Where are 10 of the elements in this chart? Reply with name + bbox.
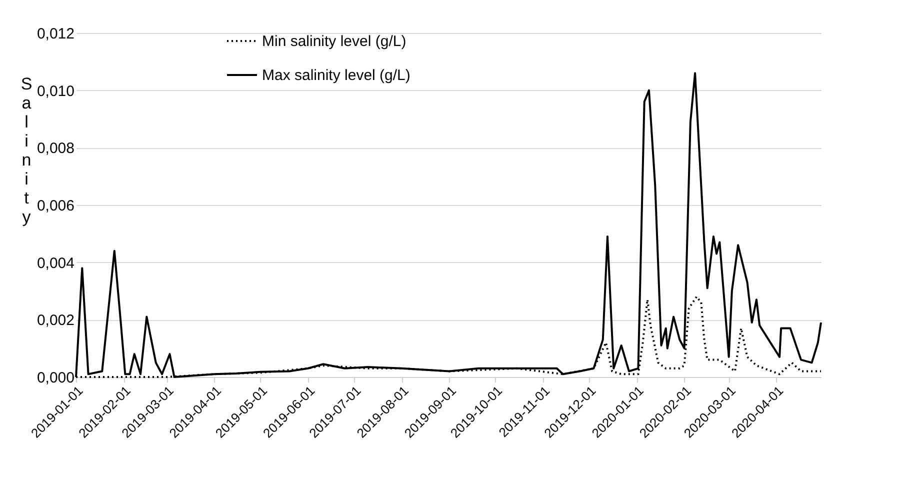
- y-tick-label: 0,004: [36, 254, 74, 272]
- legend-label: Max salinity level (g/L): [262, 67, 410, 84]
- y-axis-title: Salinity: [20, 74, 32, 226]
- legend-label: Min salinity level (g/L): [262, 33, 406, 50]
- y-tick-label: 0,012: [36, 26, 74, 42]
- y-tick-label: 0,002: [36, 312, 74, 330]
- y-tick-label: 0,010: [36, 82, 74, 100]
- y-tick-label: 0,008: [36, 140, 74, 158]
- y-tick-label: 0,006: [36, 198, 74, 214]
- y-tick-label: 0,000: [36, 370, 74, 386]
